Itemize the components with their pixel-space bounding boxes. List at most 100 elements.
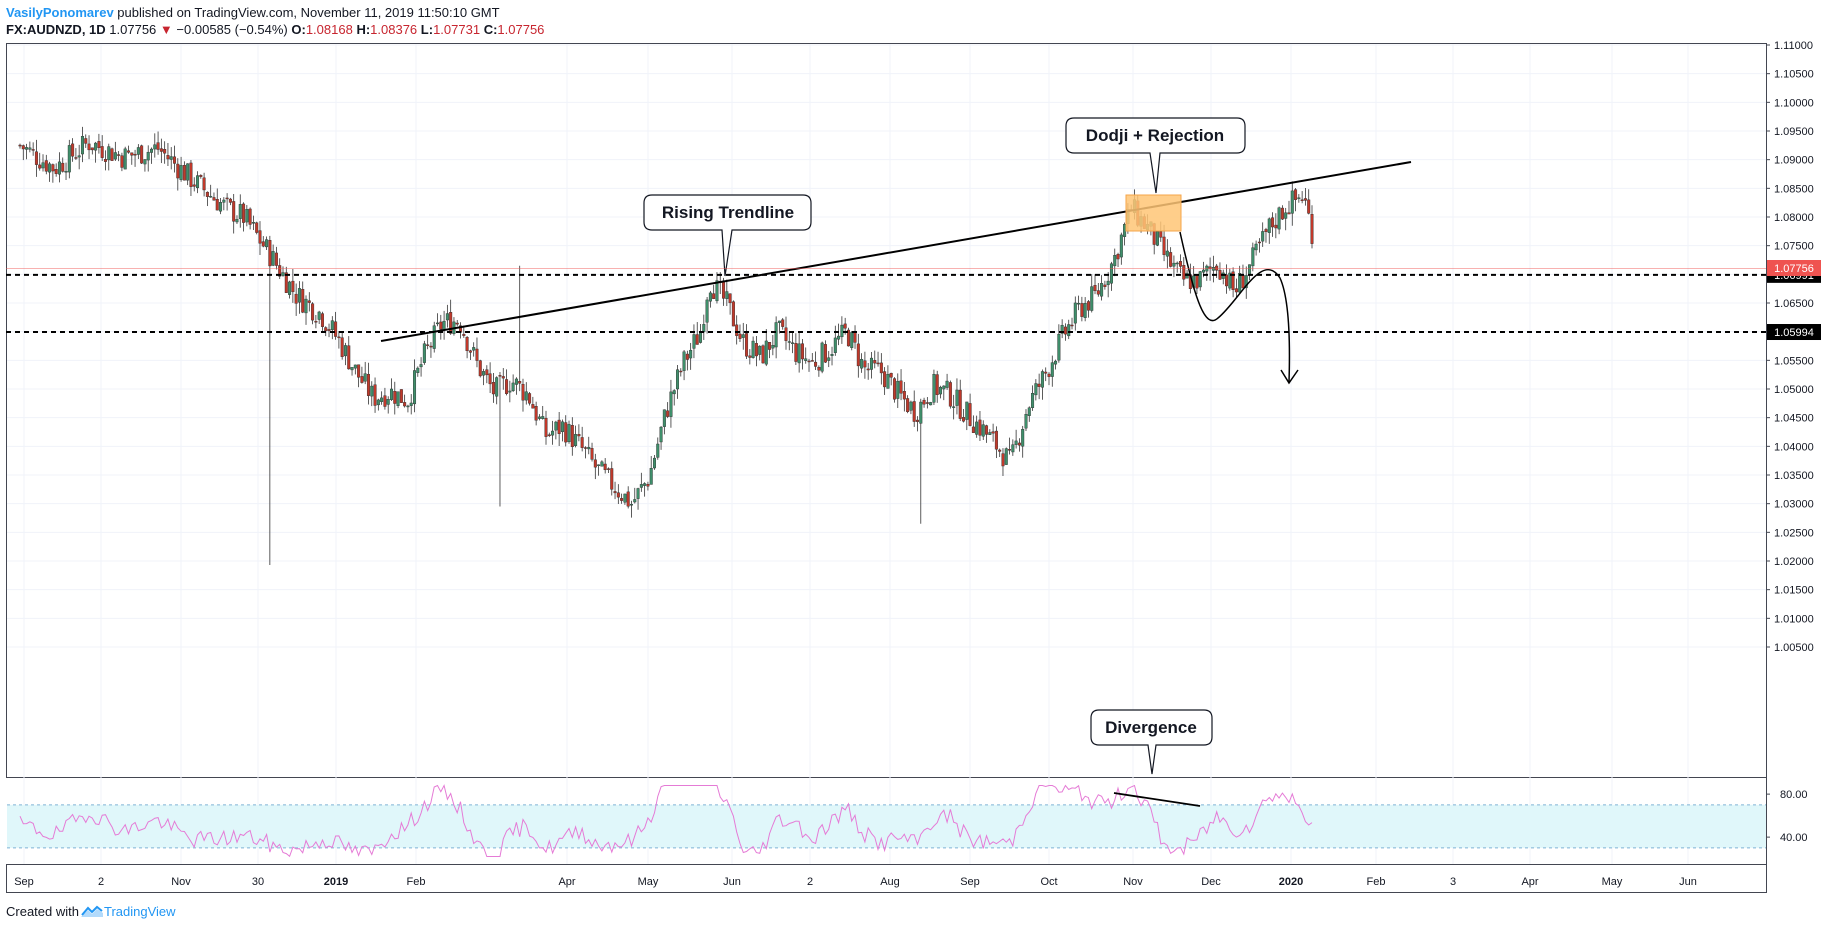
candle-body	[1228, 272, 1232, 289]
candle-body	[761, 345, 765, 364]
tradingview-link[interactable]: TradingView	[103, 904, 176, 919]
candle-body	[117, 154, 121, 156]
candle-body	[919, 401, 923, 424]
candle-body	[1178, 261, 1182, 267]
candle-body	[672, 390, 676, 395]
candle-body	[113, 152, 117, 160]
candle-body	[1241, 274, 1245, 289]
candle-body	[278, 265, 282, 277]
candle-body	[699, 332, 703, 343]
author-name[interactable]: VasilyPonomarev	[6, 5, 114, 20]
rsi-divergence-line[interactable]	[1113, 792, 1201, 807]
candle-body	[682, 351, 686, 371]
candle-body	[518, 381, 522, 384]
candle-body	[84, 138, 88, 144]
candle-body	[488, 373, 492, 385]
candle-body	[764, 340, 768, 365]
candle-body	[610, 468, 614, 490]
candle-body	[373, 384, 377, 406]
price-change: −0.00585 (−0.54%)	[176, 22, 288, 37]
candle-body	[1198, 271, 1202, 288]
candle-body	[705, 299, 709, 323]
callout-dodji-rejection[interactable]: Dodji + Rejection	[1065, 117, 1246, 194]
candle-body	[652, 457, 656, 469]
candle-body	[143, 159, 147, 165]
time-tick-label: 3	[1450, 876, 1456, 888]
price-tick-label: 1.03000	[1774, 499, 1814, 511]
candle-body	[659, 426, 663, 443]
candle-body	[196, 175, 200, 189]
candle-body	[843, 323, 847, 329]
footer: Created with TradingView	[6, 904, 176, 919]
candle-body	[827, 357, 831, 361]
time-tick-label: Sep	[960, 876, 980, 888]
candle-body	[1162, 236, 1166, 255]
candle-body	[994, 430, 998, 450]
candle-body	[1047, 373, 1051, 377]
time-tick-label: Apr	[558, 876, 575, 888]
callout-divergence[interactable]: Divergence	[1090, 709, 1213, 775]
candle-body	[199, 175, 203, 177]
candle-body	[787, 341, 791, 343]
candle-body	[1106, 280, 1110, 286]
rising-trendline[interactable]	[380, 161, 1412, 342]
candle-body	[67, 145, 71, 173]
candle-body	[853, 331, 857, 343]
candle-body	[1172, 262, 1176, 267]
candle-body	[574, 434, 578, 446]
candle-body	[590, 448, 594, 460]
candle-body	[738, 333, 742, 339]
candle-body	[396, 391, 400, 406]
candle-body	[722, 280, 726, 299]
candle-body	[468, 350, 472, 353]
candle-body	[294, 293, 298, 304]
candle-body	[754, 343, 758, 357]
rejection-zone[interactable]	[1125, 194, 1182, 232]
candle-body	[1195, 274, 1199, 289]
candle-body	[1284, 212, 1288, 219]
candle-body	[902, 391, 906, 400]
symbol-label[interactable]: FX:AUDNZD, 1D	[6, 22, 106, 37]
candle-body	[219, 202, 223, 212]
candle-body	[528, 393, 532, 404]
candle-body	[366, 373, 370, 396]
candle-body	[1054, 360, 1058, 365]
candle-body	[593, 459, 597, 468]
callout-rising-trendline[interactable]: Rising Trendline	[643, 194, 812, 277]
candle-body	[830, 354, 834, 356]
created-with: Created with	[6, 904, 79, 919]
candle-body	[248, 208, 252, 225]
candle-body	[1267, 218, 1271, 233]
candle-body	[962, 417, 966, 422]
candle-body	[271, 251, 275, 266]
candle-body	[965, 401, 969, 420]
candle-body	[649, 468, 653, 485]
main-pane-frame	[6, 43, 1767, 778]
candle-body	[511, 382, 515, 392]
candle-body	[126, 150, 130, 153]
price-tick-label: 1.08500	[1774, 183, 1814, 195]
candle-body	[906, 398, 910, 413]
candle-body	[150, 148, 154, 153]
candle-body	[731, 301, 735, 327]
projection-path[interactable]	[1179, 231, 1291, 383]
candle-body	[462, 334, 466, 336]
candle-body	[1244, 275, 1248, 289]
candle-body	[955, 389, 959, 406]
candle-body	[449, 312, 453, 334]
time-tick-label: Jun	[1679, 876, 1697, 888]
candle-body	[837, 335, 841, 340]
candle-body	[301, 289, 305, 313]
candle-body	[100, 146, 104, 158]
candle-body	[1290, 190, 1294, 214]
candle-body	[77, 155, 81, 158]
candle-body	[643, 483, 647, 486]
last-price-tag: 1.07756	[1774, 263, 1814, 275]
candle-body	[258, 230, 262, 244]
rsi-tick-label: 80.00	[1780, 789, 1808, 801]
candle-body	[560, 421, 564, 433]
candle-body	[1218, 269, 1222, 280]
candle-body	[1277, 207, 1281, 230]
candle-body	[90, 147, 94, 151]
price-chart[interactable]: 1.11000 1.10500 1.10000 1.09500 1.09000 1.085…	[0, 0, 1828, 900]
